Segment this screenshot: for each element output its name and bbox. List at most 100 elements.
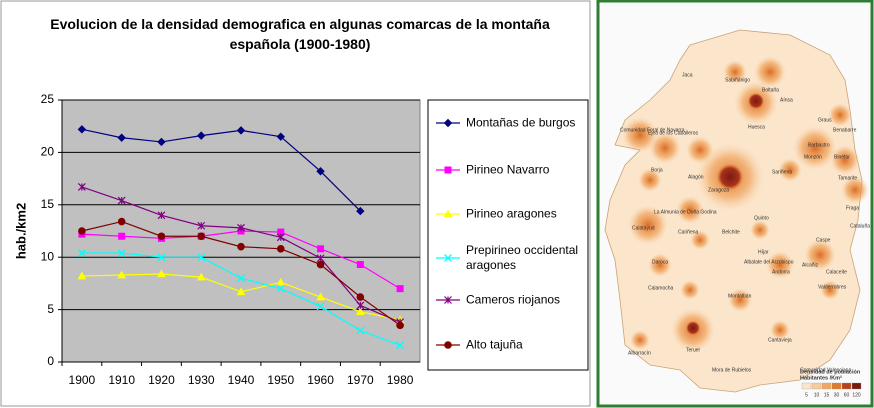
map-label: Cataluña [850, 223, 870, 229]
map-label: Caspe [816, 237, 831, 243]
y-tick-label: 10 [41, 249, 55, 263]
map-label: Albalate del Arzobispo [744, 259, 794, 265]
density-blobs [622, 56, 869, 352]
map-label: Huesca [748, 124, 765, 130]
density-blob [680, 280, 700, 300]
marker [443, 118, 453, 128]
map-label: Comunidad Valenciana [800, 367, 852, 373]
map-legend-class: 30 [834, 392, 840, 398]
legend-label: Pirineo aragones [466, 206, 557, 221]
map-legend-swatch [801, 382, 812, 390]
marker [157, 253, 166, 262]
marker [197, 131, 206, 140]
marker [157, 211, 166, 220]
density-blob [690, 230, 710, 250]
x-tick-label: 1960 [307, 373, 334, 387]
marker [444, 341, 452, 349]
marker [77, 183, 86, 191]
marker [356, 261, 364, 269]
y-tick-label: 0 [47, 354, 54, 368]
density-blob [676, 196, 704, 224]
map-label: Comunidad Foral de Navarra [620, 127, 685, 133]
marker [197, 221, 206, 230]
map-label: Jaca [682, 72, 693, 78]
map-label: Mora de Rubielos [712, 367, 752, 373]
legend-label: Cameros riojanos [466, 292, 561, 307]
marker [237, 274, 245, 283]
legend-label: Pirineo Navarro [466, 162, 550, 177]
map-labels: Comunidad Foral de Navarra Jaca Sabiñánigo… [620, 72, 870, 373]
map-label: Daroca [652, 259, 668, 265]
marker [117, 217, 126, 226]
density-blob [820, 280, 840, 300]
map-legend-class: 5 [805, 392, 808, 398]
marker [356, 301, 365, 310]
map-label: Belchite [722, 229, 740, 235]
marker [117, 133, 126, 142]
map-label: Alcañiz [802, 262, 819, 268]
map-label: Montalbán [728, 293, 752, 299]
marker [276, 233, 285, 242]
map-legend-class: 120 [852, 392, 861, 398]
density-blob [793, 126, 837, 170]
map-label: Binéfar [834, 154, 850, 160]
x-tick-label: 1940 [228, 373, 255, 387]
legend-box [427, 99, 589, 371]
map-legend-swatch [811, 382, 822, 390]
density-blob [841, 176, 869, 204]
map-legend-class: 60 [844, 392, 850, 398]
marker [276, 277, 286, 286]
map-label: Valderrobres [818, 284, 847, 290]
density-blob [622, 117, 658, 153]
legend-label: Montañas de burgos [466, 115, 576, 130]
x-tick-label: 1950 [267, 373, 294, 387]
marker [237, 242, 245, 251]
marker [396, 321, 404, 330]
map-legend-title: Densidad de población [800, 369, 861, 375]
y-axis-label: hab./km2 [13, 203, 28, 259]
marker [396, 285, 404, 293]
legend-label: Alto tajuña [466, 337, 523, 352]
y-tick-label: 25 [41, 92, 55, 106]
map-label: Sabiñánigo [725, 77, 750, 83]
legend-label: Prepirineo occidental aragones [466, 243, 579, 272]
x-tick-label: 1930 [188, 373, 215, 387]
marker [78, 227, 86, 235]
map-label: Híjar [758, 249, 769, 255]
marker [356, 293, 365, 301]
marker [77, 125, 87, 134]
density-blob [630, 330, 650, 350]
map-legend-class: 10 [814, 392, 820, 398]
y-tick-label: 5 [47, 302, 54, 316]
marker [157, 137, 166, 147]
map-legend-swatch [821, 382, 832, 390]
marker [276, 132, 285, 141]
marker [316, 260, 325, 269]
marker [356, 206, 365, 216]
map-label: Benabarre [833, 127, 857, 133]
x-tick-label: 1910 [108, 373, 135, 387]
x-tick-label: 1970 [347, 373, 374, 387]
density-blob [648, 253, 672, 277]
marker [316, 292, 325, 301]
density-core [686, 321, 700, 335]
map-label: Barbastro [808, 142, 830, 148]
marker [316, 302, 325, 311]
marker [444, 296, 452, 304]
marker [444, 166, 452, 174]
map-legend-class: 15 [824, 392, 830, 398]
density-blob [754, 56, 786, 88]
map-label: Graus [818, 117, 832, 123]
marker [316, 254, 325, 263]
marker [356, 326, 365, 335]
x-tick-label: 1900 [69, 373, 96, 387]
density-blob [828, 103, 852, 127]
map-label: Teruel [686, 347, 700, 353]
marker [355, 307, 365, 315]
marker [118, 232, 126, 240]
marker [444, 254, 452, 262]
marker [77, 249, 86, 257]
density-core [717, 164, 743, 190]
